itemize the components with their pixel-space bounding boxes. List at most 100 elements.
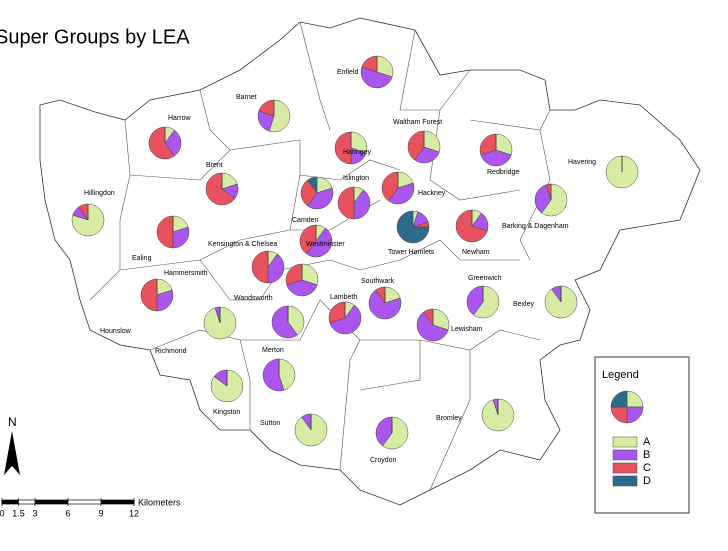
borough-label: Redbridge	[487, 169, 519, 176]
borough-label: Harrow	[168, 115, 192, 122]
scale-segment	[35, 500, 68, 504]
borough-label: Ealing	[132, 255, 152, 262]
pie-slice	[156, 289, 174, 312]
scale-tick-label: 12	[129, 508, 139, 518]
pie-slice	[396, 210, 430, 244]
pie-slice	[432, 308, 450, 331]
pie-slice	[495, 133, 513, 156]
borough-label: Kingston	[213, 409, 240, 416]
borough-label: Havering	[568, 159, 596, 166]
pie-slice	[368, 289, 402, 320]
pie-slice	[306, 227, 333, 258]
borough-label: Hackney	[418, 190, 446, 197]
borough-label: Waltham Forest	[393, 119, 442, 126]
pie-slice	[382, 416, 409, 450]
pie-slice	[301, 263, 319, 286]
legend-label: D	[643, 475, 651, 487]
pie-slice	[350, 131, 368, 154]
pie-slice	[156, 215, 174, 249]
pie-slice	[334, 131, 352, 165]
scale-segment	[101, 500, 134, 504]
london-outline	[39, 17, 701, 506]
pie-slice	[286, 279, 318, 297]
pie-slice	[381, 171, 399, 202]
pie-slice	[307, 187, 334, 210]
borough-label: Bromley	[436, 415, 462, 422]
pie-slice	[251, 250, 269, 284]
borough-label: Hillingdon	[84, 190, 115, 197]
pie-slice	[473, 285, 500, 319]
borough-label: Brent	[206, 162, 223, 169]
pie-slice	[268, 99, 291, 133]
pie-slice	[610, 390, 628, 408]
pie-slice	[388, 182, 415, 205]
pie-slice	[148, 126, 175, 160]
pie-slice	[271, 305, 298, 339]
borough-label: Greenwich	[468, 275, 502, 282]
borough-label: Westminster	[306, 241, 345, 248]
pie-slice	[360, 66, 393, 89]
scale-tick-label: 9	[98, 508, 103, 518]
pie-slice	[328, 301, 346, 324]
pie-slice	[423, 130, 441, 153]
borough-label: Wandsworth	[234, 295, 273, 302]
borough-label: Newham	[462, 249, 490, 256]
map-title: Super Groups by LEA	[0, 26, 190, 48]
borough-label: Hammersmith	[164, 270, 208, 277]
pie-slice	[337, 186, 355, 220]
pie-slice	[375, 416, 393, 447]
borough-label: Lewisham	[451, 326, 483, 333]
scale-segment	[2, 500, 19, 504]
pie-slice	[416, 311, 449, 342]
legend-swatch	[612, 449, 638, 461]
borough-label: Hounslow	[100, 328, 132, 335]
borough-label: Camden	[292, 217, 319, 224]
legend-label: A	[643, 436, 651, 448]
borough-label: Sutton	[260, 420, 280, 427]
pie-slice	[376, 55, 394, 78]
pie-slice	[455, 209, 488, 243]
borough-label: Merton	[262, 347, 284, 354]
borough-label: Barnet	[236, 94, 257, 101]
legend-swatch	[612, 462, 638, 474]
borough-label: Haringey	[343, 149, 372, 156]
pie-slice	[479, 133, 497, 156]
pie-slice	[541, 183, 568, 217]
pie-slice	[285, 263, 303, 286]
pie-slice	[262, 358, 285, 392]
borough-label: Kensington & Chelsea	[208, 241, 277, 248]
scale-tick-label: 0	[0, 508, 5, 518]
borough-label: Southwark	[361, 278, 395, 285]
legend-swatch	[612, 436, 638, 448]
legend-box	[594, 356, 690, 514]
pie-slice	[205, 172, 236, 206]
pie-slice	[140, 278, 158, 312]
pie-slice	[407, 130, 425, 161]
north-label: N	[8, 415, 17, 429]
legend-swatch	[612, 475, 638, 487]
borough-label: Richmond	[155, 348, 187, 355]
pie-slice	[267, 253, 285, 284]
pie-slice	[307, 176, 318, 194]
scale-tick-label: 3	[32, 508, 37, 518]
pie-slice	[534, 184, 552, 214]
pie-slice	[299, 224, 317, 255]
borough-label: Bexley	[513, 301, 535, 308]
pie-slice	[480, 149, 512, 167]
pie-slice	[172, 226, 190, 249]
pie-slice	[164, 129, 182, 157]
borough-label: Tower Hamlets	[388, 249, 435, 256]
pie-slice	[278, 358, 296, 391]
pie-slice	[353, 189, 371, 220]
borough-label: Lambeth	[330, 294, 357, 301]
legend-label: C	[643, 462, 651, 474]
scale-tick-label: 6	[65, 508, 70, 518]
scale-unit: Kilometers	[138, 497, 181, 507]
borough-label: Croydon	[370, 457, 397, 464]
borough-label: Barking & Dagenham	[502, 223, 569, 230]
pie-slice	[329, 304, 362, 335]
pie-slice	[287, 305, 305, 336]
scale-tick-label: 1.5	[12, 508, 25, 518]
legend-title: Legend	[602, 369, 639, 381]
